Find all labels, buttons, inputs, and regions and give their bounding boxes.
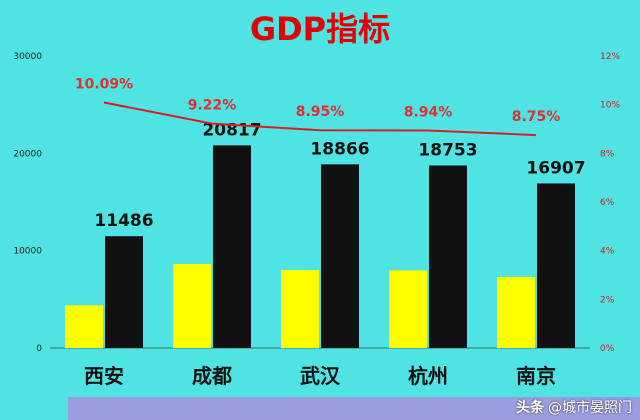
y-left-tick-label: 20000	[13, 149, 42, 159]
y-right-tick-label: 0%	[600, 344, 615, 354]
y-left-tick-label: 0	[36, 344, 42, 354]
bar-2022	[321, 164, 359, 348]
y-right-tick-label: 10%	[600, 101, 620, 111]
bar-value-label-2022: 18866	[310, 139, 369, 159]
bar-2012	[497, 276, 535, 348]
bar-value-label-2022: 18753	[418, 140, 477, 160]
y-right-tick-label: 4%	[600, 247, 615, 257]
x-category-label: 杭州	[408, 364, 448, 388]
x-category-label: 成都	[192, 364, 232, 388]
legend-band	[68, 397, 640, 420]
growth-rate-label: 8.94%	[404, 104, 453, 120]
x-category-label: 西安	[84, 364, 124, 388]
bar-value-label-2012: 7968	[394, 274, 422, 287]
bar-2012	[173, 264, 211, 348]
bar-2012	[281, 270, 319, 348]
y-right-tick-label: 6%	[600, 198, 615, 208]
bar-2022	[429, 165, 467, 348]
growth-rate-label: 8.95%	[296, 104, 345, 120]
bar-2012	[389, 270, 427, 348]
bar-value-label-2022: 16907	[526, 158, 585, 178]
source-handle: @城市晏照门	[548, 400, 632, 416]
footer-credit: 头条 @城市晏照门	[516, 396, 632, 418]
source-logo: 头条	[516, 400, 544, 416]
bar-value-label-2012: 8003	[286, 274, 314, 287]
chart-title: GDP指标	[250, 10, 390, 48]
growth-rate-label: 10.09%	[75, 76, 133, 92]
bar-value-label-2012: 4394	[70, 309, 98, 322]
growth-rate-label: 9.22%	[188, 98, 237, 114]
bar-value-label-2012: 8619	[178, 268, 206, 281]
bar-2022	[537, 183, 575, 348]
bar-value-label-2022: 11486	[94, 211, 153, 231]
y-right-tick-label: 12%	[600, 52, 620, 62]
y-left-tick-label: 10000	[13, 247, 42, 257]
growth-rate-label: 8.75%	[512, 109, 561, 125]
bar-2022	[105, 236, 143, 348]
y-right-tick-label: 8%	[600, 149, 615, 159]
bar-value-label-2012: 7306	[502, 281, 530, 294]
x-category-label: 武汉	[300, 364, 341, 388]
y-right-tick-label: 2%	[600, 295, 615, 305]
bar-2012	[65, 305, 103, 348]
y-left-tick-label: 30000	[13, 52, 42, 62]
bar-2022	[213, 145, 251, 348]
growth-rate-line	[103, 101, 537, 137]
x-category-label: 南京	[516, 364, 556, 388]
